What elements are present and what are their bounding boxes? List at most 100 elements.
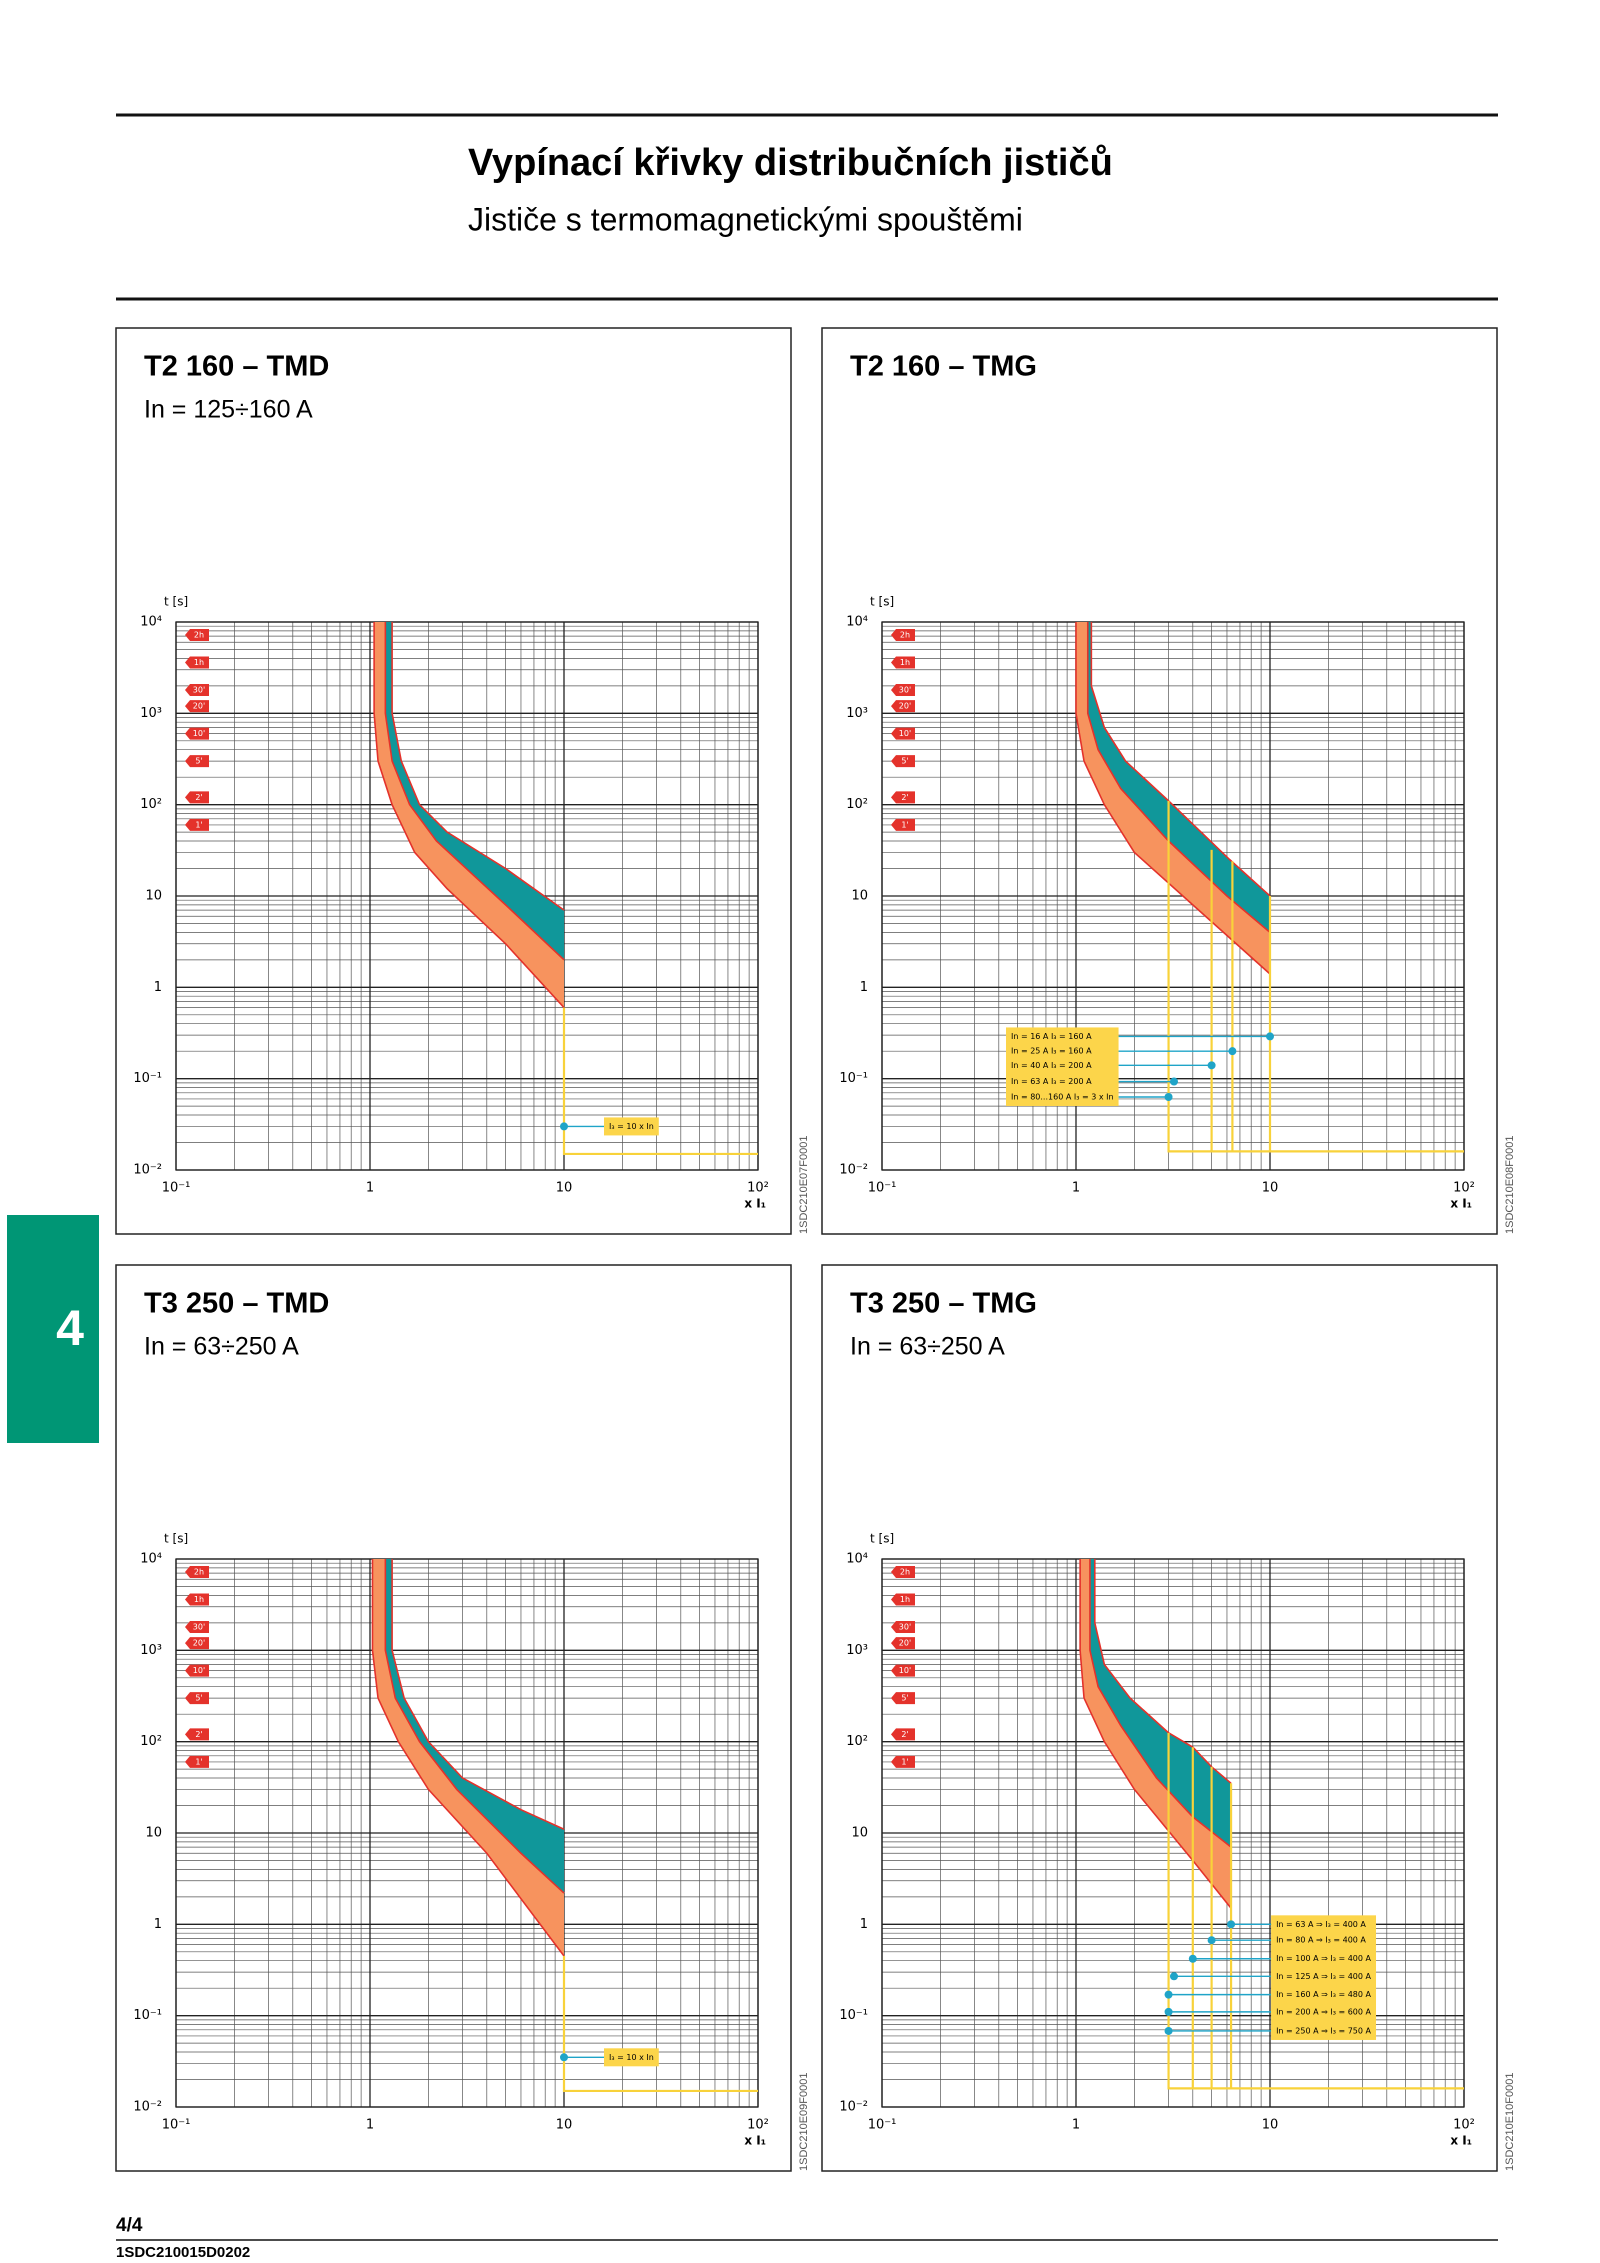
time-tag-label: 2h [194,1568,204,1577]
y-tick-label: 10³ [846,706,868,721]
marker-label: In = 40 A I₃ = 200 A [1011,1061,1092,1070]
time-tag [185,629,209,642]
x-tick-label: 1 [366,2118,374,2133]
time-tag [891,755,915,768]
y-tick-label: 10³ [846,1643,868,1658]
marker-dot [1164,1990,1173,1999]
time-tag [185,1593,209,1606]
marker-dot [1207,1061,1216,1070]
time-tag-label: 20' [193,702,205,711]
time-tag-label: 1h [194,658,204,667]
x-tick-label: 10 [556,2118,573,2133]
panel-title: T2 160 – TMG [850,351,1037,383]
time-tag [891,1692,915,1705]
time-tag [891,700,915,713]
x-tick-label: 10⁻¹ [162,2118,191,2133]
panel-title: T2 160 – TMD [144,351,329,383]
x-tick-label: 1 [1072,2118,1080,2133]
y-tick-label: 10⁻¹ [133,2008,162,2023]
y-axis-label: t [s] [164,595,188,609]
x-tick-label: 10² [747,2118,769,2133]
y-tick-label: 10⁻¹ [839,2008,868,2023]
time-tag [891,684,915,697]
time-tag [185,1664,209,1677]
y-tick-label: 10³ [140,1643,162,1658]
time-tag [891,1566,915,1579]
time-tag-label: 1' [901,1757,908,1766]
x-axis-label: x I₁ [1450,1197,1472,1211]
band-edge [1086,622,1271,933]
x-tick-label: 10² [747,1181,769,1196]
time-tag-label: 1' [195,1757,202,1766]
marker-dot [1266,1032,1274,1041]
time-tag-label: 5' [195,1694,202,1703]
time-tag [185,1755,209,1768]
marker-dot [1164,2026,1173,2035]
time-tag-label: 5' [901,1694,908,1703]
time-tag [891,791,915,804]
y-tick-label: 10⁴ [846,1552,868,1567]
y-tick-label: 10⁴ [140,1552,162,1567]
band-edge [391,1559,565,1830]
panel-frame [821,327,1498,1235]
trip-line [562,1007,758,1156]
time-tag-label: 30' [899,1623,911,1632]
x-tick-label: 10 [1262,2118,1279,2133]
x-tick-label: 1 [366,1181,374,1196]
page-subtitle: Jističe s termomagnetickými spouštěmi [468,201,1023,237]
marker-label: In = 63 A ⇒ I₃ = 400 A [1276,1920,1366,1929]
panel-subtitle: In = 63÷250 A [144,1333,299,1361]
time-tag-label: 5' [195,757,202,766]
y-tick-label: 10⁴ [140,615,162,630]
marker-legend-box [1005,1027,1119,1106]
y-tick-label: 1 [154,1917,162,1932]
x-tick-label: 10⁻¹ [162,1181,191,1196]
time-tag-label: 1h [900,658,910,667]
y-tick-label: 10 [851,1826,868,1841]
y-tick-label: 10³ [140,706,162,721]
time-tag-label: 2' [195,1730,202,1739]
marker-label: In = 16 A I₃ = 160 A [1011,1032,1092,1041]
x-tick-label: 10 [556,1181,573,1196]
marker-dot [1169,1972,1178,1981]
time-tag [891,1728,915,1741]
time-tag [185,684,209,697]
inner-band [1089,1559,1232,1848]
y-tick-label: 10⁻² [133,1163,162,1178]
time-tag-label: 2' [195,793,202,802]
time-tag [891,1621,915,1634]
page-number: 4/4 [116,2215,143,2236]
panel-frame [115,1264,792,2172]
time-tag-label: 1' [195,820,202,829]
time-tag [891,1637,915,1650]
y-tick-label: 10⁻² [133,2100,162,2115]
panel-frame [821,1264,1498,2172]
marker-dot [1207,1936,1216,1945]
band-edge [384,622,565,961]
marker-dot [560,2053,568,2062]
document-code: 1SDC210015D0202 [116,2244,250,2261]
inner-band [385,622,564,960]
y-tick-label: 10² [846,1734,868,1749]
time-tag [891,1755,915,1768]
plot-frame [881,1558,1465,2108]
y-tick-label: 1 [860,1917,868,1932]
time-tag-label: 5' [901,757,908,766]
marker-dot [1164,1092,1173,1101]
marker-legend-box [1271,1915,1377,2040]
time-tag-label: 1' [901,820,908,829]
time-tag [185,755,209,768]
marker-label: I₃ = 10 x In [609,1122,654,1131]
band-edge [384,1559,565,1894]
time-tag [185,791,209,804]
time-tag-label: 10' [899,1666,911,1675]
time-tag-label: 2' [901,1730,908,1739]
figure-code: 1SDC210E08F0001 [1504,1136,1516,1234]
time-tag [185,700,209,713]
y-tick-label: 10⁻² [839,1163,868,1178]
marker-label: In = 80 A ⇒ I₃ = 400 A [1276,1936,1366,1945]
marker-label: In = 25 A I₃ = 160 A [1011,1047,1092,1056]
time-tag [185,1728,209,1741]
band-edge [373,622,565,1009]
time-tag-label: 20' [193,1639,205,1648]
